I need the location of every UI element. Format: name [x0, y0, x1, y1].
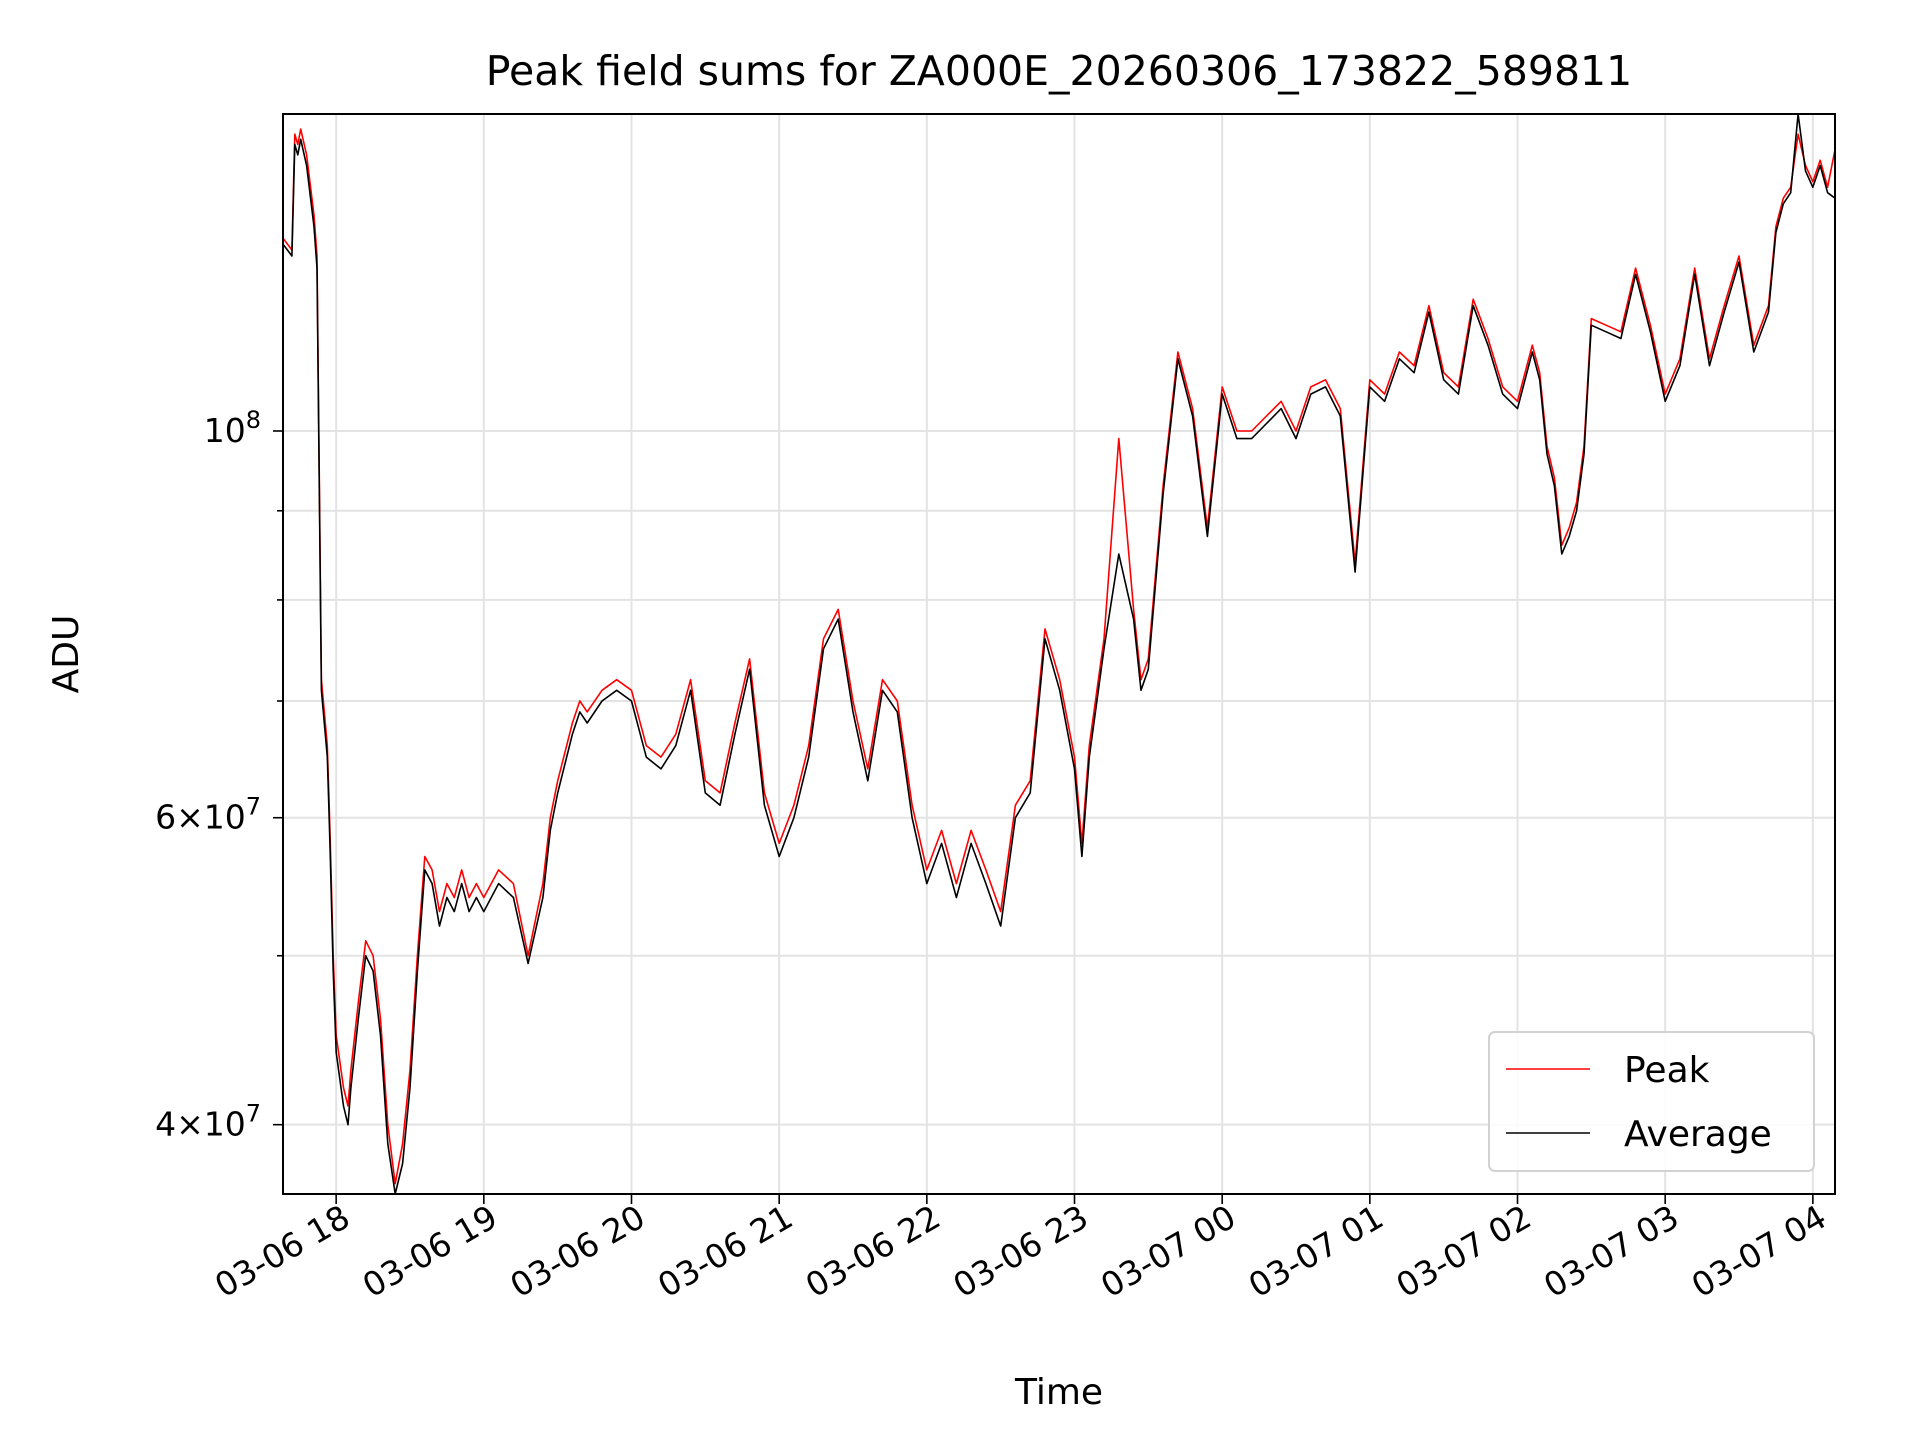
y-tick-base: 10: [204, 798, 246, 837]
y-axis-label: ADU: [46, 615, 87, 694]
y-tick-mantissa: 6: [155, 798, 176, 837]
y-tick-times: ×: [176, 798, 204, 837]
y-tick-base: 10: [204, 411, 246, 450]
legend-average-label: Average: [1624, 1114, 1772, 1155]
y-tick-exponent: 8: [246, 406, 261, 434]
x-axis-label: Time: [1014, 1372, 1103, 1413]
legend-box: [1488, 1031, 1815, 1172]
plot-frame: [282, 113, 1836, 1195]
y-tick-base: 10: [204, 1105, 246, 1144]
plot-series: [282, 113, 1836, 1195]
y-tick-label: 4×107: [155, 1100, 261, 1144]
series-line-peak: [282, 128, 1836, 1185]
grid: [283, 114, 1835, 1194]
y-tick-times: ×: [176, 1105, 204, 1144]
series-line-average: [282, 113, 1836, 1195]
y-tick-label: 108: [204, 406, 261, 450]
y-tick-mantissa: 4: [155, 1105, 176, 1144]
y-tick-exponent: 7: [246, 793, 261, 821]
y-tick-exponent: 7: [246, 1100, 261, 1128]
y-tick-label: 6×107: [155, 793, 261, 837]
legend: Peak Average: [1488, 1031, 1815, 1172]
chart-title: Peak field sums for ZA000E_20260306_1738…: [486, 47, 1632, 95]
legend-peak-label: Peak: [1624, 1050, 1710, 1091]
